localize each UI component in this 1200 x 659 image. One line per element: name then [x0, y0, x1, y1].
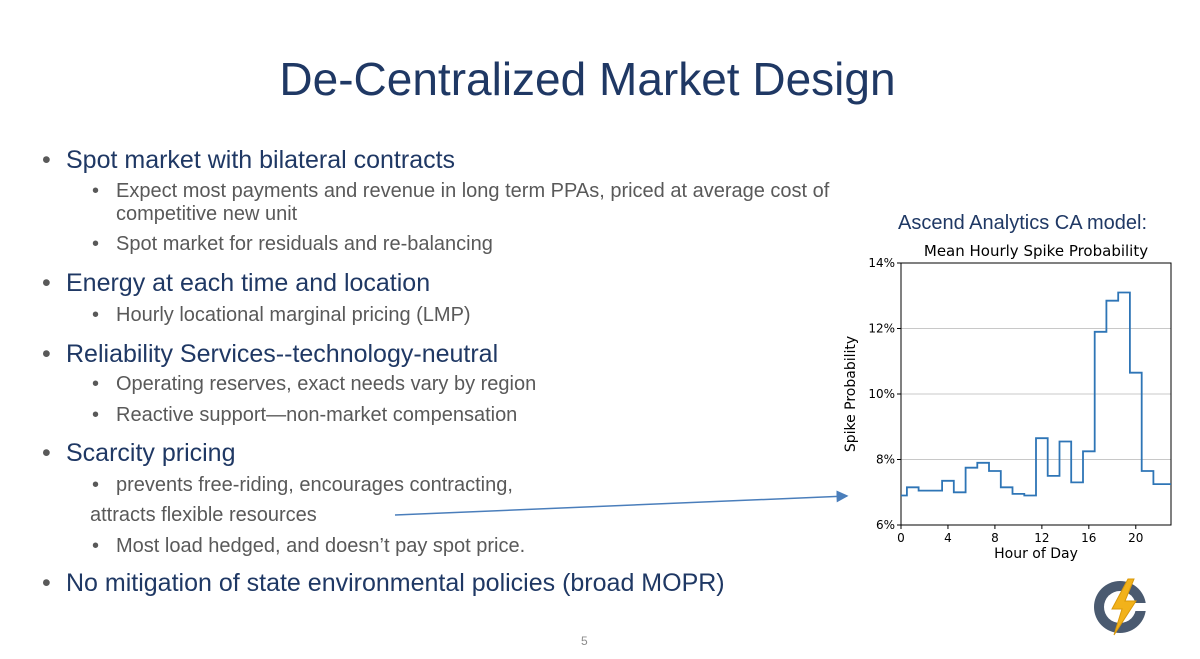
- sub-bullet-reserves: • Operating reserves, exact needs vary by…: [92, 373, 536, 396]
- bullet-dot: •: [42, 269, 51, 297]
- x-tick-label: 0: [897, 531, 905, 545]
- chart-title: Mean Hourly Spike Probability: [924, 242, 1148, 260]
- bullet-dot: •: [42, 439, 51, 467]
- bullet-energy: • Energy at each time and location: [42, 269, 430, 298]
- bullet-text: Energy at each time and location: [66, 269, 431, 297]
- y-tick-label: 6%: [876, 518, 895, 532]
- bullet-dot: •: [92, 180, 100, 202]
- slide-title: De-Centralized Market Design: [279, 53, 896, 105]
- bullet-text: prevents free-riding, encourages contrac…: [116, 474, 513, 496]
- x-tick-label: 20: [1128, 531, 1143, 545]
- sub-bullet-residuals: • Spot market for residuals and re-balanc…: [92, 233, 493, 256]
- arrow-line: [394, 490, 849, 516]
- sub-bullet-reactive: • Reactive support—non-market compensatio…: [92, 404, 517, 427]
- bullet-dot: •: [92, 233, 100, 255]
- bullet-dot: •: [42, 146, 51, 174]
- bullet-text: Most load hedged, and doesn’t pay spot p…: [116, 535, 526, 557]
- bullet-dot: •: [42, 340, 51, 368]
- x-tick-label: 4: [944, 531, 952, 545]
- sub-bullet-load-hedged: • Most load hedged, and doesn’t pay spot …: [92, 535, 525, 558]
- spike-probability-chart: Mean Hourly Spike Probability 6% 8% 10% 12% 1…: [843, 242, 1172, 562]
- bullet-text: Spot market with bilateral contracts: [66, 146, 456, 174]
- chart-heading: Ascend Analytics CA model:: [898, 212, 1148, 234]
- bullet-text: Reactive support—non-market compensation: [116, 404, 518, 426]
- y-tick-label: 10%: [868, 387, 895, 401]
- sub-bullet-ppas: • Expect most payments and revenue in lon…: [92, 180, 829, 203]
- bullet-text: Scarcity pricing: [66, 439, 236, 467]
- bullet-dot: •: [92, 474, 100, 496]
- bullet-dot: •: [92, 404, 100, 426]
- sub-bullet-free-riding-continuation: attracts flexible resources: [90, 504, 317, 526]
- bullet-scarcity: • Scarcity pricing: [42, 439, 236, 468]
- x-axis-label: Hour of Day: [994, 546, 1078, 562]
- bullet-dot: •: [92, 304, 100, 326]
- sub-bullet-lmp: • Hourly locational marginal pricing (LMP…: [92, 304, 471, 327]
- y-axis-label: Spike Probability: [843, 336, 859, 452]
- bullet-dot: •: [92, 535, 100, 557]
- plot-frame: [900, 262, 1172, 526]
- bullet-text: Hourly locational marginal pricing (LMP): [116, 304, 471, 326]
- bullet-dot: •: [92, 373, 100, 395]
- company-logo: [1094, 578, 1146, 636]
- y-tick-label: 8%: [876, 453, 895, 467]
- bullet-text: Spot market for residuals and re-balanci…: [116, 233, 493, 255]
- y-tick-label: 14%: [868, 256, 895, 270]
- y-tick-label: 12%: [868, 322, 895, 336]
- x-tick-label: 16: [1081, 531, 1096, 545]
- bullet-text: Operating reserves, exact needs vary by …: [116, 373, 537, 395]
- page-number: 5: [581, 634, 588, 648]
- bullet-text: Reliability Services--technology-neutral: [66, 340, 499, 368]
- sub-bullet-ppas-continuation: competitive new unit: [116, 203, 298, 225]
- bullet-text: Expect most payments and revenue in long…: [116, 180, 830, 202]
- bullet-spot-market: • Spot market with bilateral contracts: [42, 146, 455, 175]
- x-tick-label: 12: [1034, 531, 1049, 545]
- sub-bullet-free-riding: • prevents free-riding, encourages contra…: [92, 474, 513, 497]
- logo-gap: [1120, 603, 1146, 611]
- bullet-no-mitigation: • No mitigation of state environmental po…: [42, 569, 725, 598]
- bullet-reliability: • Reliability Services--technology-neutra…: [42, 340, 498, 369]
- bullet-dot: •: [42, 569, 51, 597]
- lightning-bolt-icon: [1111, 578, 1137, 636]
- x-tick-label: 8: [991, 531, 999, 545]
- bullet-text: No mitigation of state environmental pol…: [66, 569, 725, 597]
